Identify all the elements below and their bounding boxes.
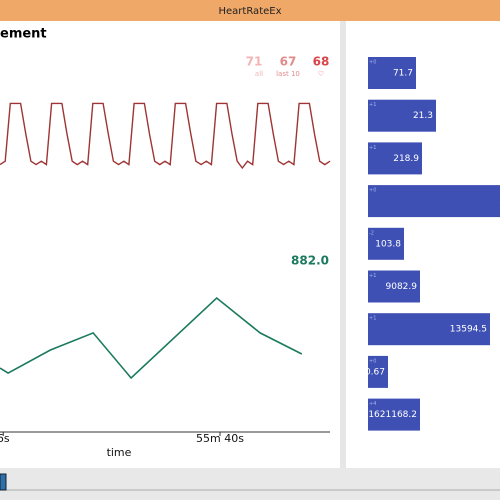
stat-value: 68 [313,55,330,69]
stat-value: 67 [280,55,297,69]
metric-bar [368,142,422,175]
x-axis-label: time [107,446,132,459]
metric-bar [368,355,388,388]
metric-tag: +1 [369,316,376,322]
metric-tag: +0 [369,358,376,364]
metric-tag: +1 [369,145,376,151]
metric-tag: +4 [369,401,376,407]
metric-value: 1621168.2 [368,410,417,420]
metric-bar [368,398,420,431]
metric-value: 218.9 [393,154,419,164]
metric-value: 9082.9 [386,282,418,292]
metric-tag: +0 [369,60,376,66]
metric-tag: +1 [369,273,376,279]
x-tick-label: 6s [0,432,10,445]
heart-trace [0,102,331,170]
window-title: HeartRateEx [219,6,282,17]
x-tick-label: 55m 40s [196,432,244,445]
metric-bar [368,57,416,89]
metric-bar [368,270,420,303]
stat-value: 71 [246,55,263,69]
metric-value: 21.3 [413,111,433,121]
stat-label: ♡ [318,70,324,78]
title-bar [0,0,500,21]
stat-label: all [255,70,263,78]
metric-tag: +0 [369,188,376,194]
metric-bar [368,227,404,260]
stat-label: last 10 [276,70,300,78]
metric-value: 13594.5 [450,325,487,335]
page-title: ement [0,27,47,42]
metric-bar [368,99,436,132]
metric-bar [368,313,490,346]
toolbar-button[interactable] [0,473,7,491]
metric-tag: +1 [369,102,376,108]
metric-value: 0.67 [365,367,385,377]
status-bar [0,468,500,500]
metric-bar [368,185,500,218]
metric-value: 103.8 [375,239,401,249]
metric-tag: -2 [369,230,374,236]
metric-value: 71.7 [393,69,413,79]
series-line [0,296,303,380]
latest-value: 882.0 [291,254,329,268]
